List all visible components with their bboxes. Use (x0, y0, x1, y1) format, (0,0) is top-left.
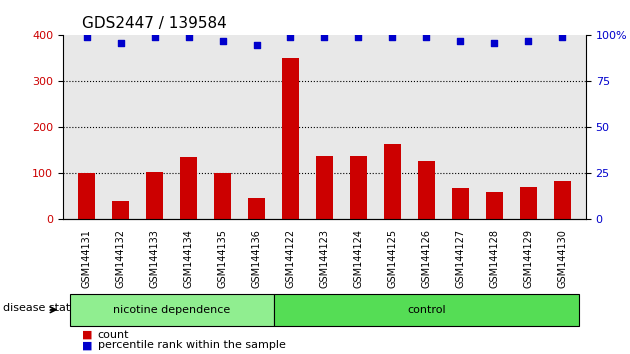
Point (557, 34, 567, 40)
Text: nicotine dependence: nicotine dependence (113, 305, 231, 315)
Point (319, 34, 329, 40)
Bar (350, 156, 367, 219)
Bar (78, 173, 95, 219)
Bar (214, 172, 231, 219)
Point (217, 38, 227, 44)
Bar (554, 181, 571, 219)
Bar (180, 157, 197, 219)
Bar (486, 192, 503, 219)
Bar (384, 143, 401, 219)
Bar (520, 187, 537, 219)
Point (387, 34, 398, 40)
Point (285, 34, 295, 40)
Text: disease state: disease state (3, 303, 77, 313)
Point (523, 38, 533, 44)
Point (116, 40, 126, 46)
Point (251, 42, 261, 47)
Text: control: control (407, 305, 445, 315)
Point (82, 34, 92, 40)
Point (421, 34, 432, 40)
Text: count: count (98, 330, 129, 339)
Bar (248, 198, 265, 219)
Text: percentile rank within the sample: percentile rank within the sample (98, 340, 285, 350)
Bar (112, 201, 129, 219)
Point (183, 34, 193, 40)
Bar (282, 58, 299, 219)
Point (489, 40, 499, 46)
Point (150, 34, 160, 40)
Bar (146, 172, 163, 219)
Point (353, 34, 364, 40)
Point (455, 38, 466, 44)
Text: ■: ■ (82, 340, 93, 350)
Text: ■: ■ (82, 330, 93, 339)
Text: GDS2447 / 139584: GDS2447 / 139584 (82, 16, 227, 31)
Bar (452, 188, 469, 219)
Bar (418, 161, 435, 219)
Bar (316, 156, 333, 219)
